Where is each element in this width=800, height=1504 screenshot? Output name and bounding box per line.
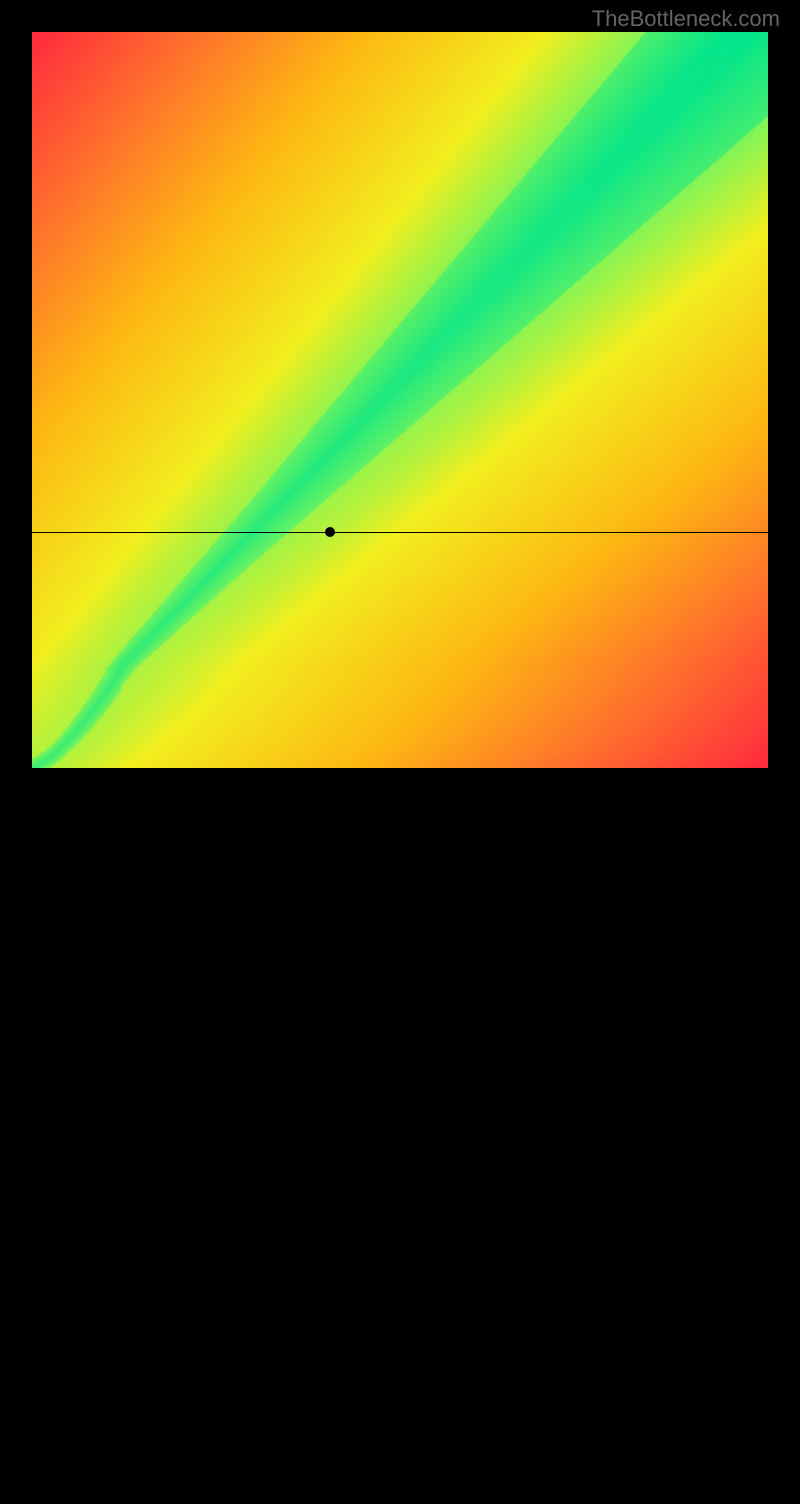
heatmap-plot <box>32 32 768 768</box>
watermark-text: TheBottleneck.com <box>592 6 780 32</box>
heatmap-canvas <box>32 32 768 768</box>
crosshair-vertical <box>330 768 331 1504</box>
crosshair-marker <box>325 527 335 537</box>
crosshair-horizontal <box>32 532 768 533</box>
